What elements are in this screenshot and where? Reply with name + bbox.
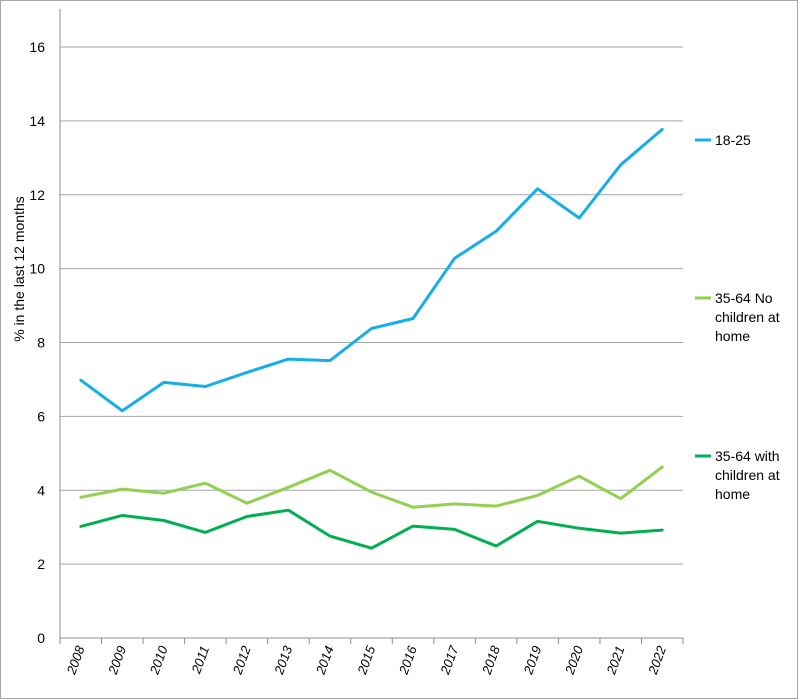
y-tick-label: 4 <box>37 482 45 498</box>
y-tick-label: 8 <box>37 335 45 351</box>
legend-label: 35-64 No <box>715 290 773 306</box>
y-axis-label: % in the last 12 months <box>11 196 27 342</box>
x-tick-label: 2014 <box>312 644 336 677</box>
x-tick-label: 2022 <box>645 643 670 677</box>
x-tick-label: 2015 <box>354 643 379 677</box>
x-tick-label: 2012 <box>229 643 254 677</box>
y-tick-label: 12 <box>29 187 45 203</box>
axes <box>59 9 684 644</box>
x-tick-labels: 2008 2009 2010 2011 2012 2013 2014 2015 2016 2017… <box>63 643 669 677</box>
x-tick-label: 2020 <box>562 643 587 677</box>
x-tick-label: 2019 <box>520 644 544 677</box>
series-line <box>79 508 664 550</box>
legend-label: children at <box>715 309 780 325</box>
x-tick-label: 2018 <box>479 643 504 677</box>
y-tick-label: 0 <box>37 630 45 646</box>
y-tick-label: 2 <box>37 556 45 572</box>
y-tick-label: 10 <box>29 261 45 277</box>
legend: 18-25 35-64 No children at home 35-64 with ch… <box>695 132 780 502</box>
y-tick-labels: 0 2 4 6 8 10 12 14 16 <box>29 39 45 646</box>
series-line <box>79 465 664 509</box>
x-tick-label: 2008 <box>63 643 88 677</box>
legend-label: children at <box>715 467 780 483</box>
x-tick-label: 2017 <box>437 643 462 677</box>
x-tick-label: 2009 <box>105 644 129 677</box>
series-lines <box>79 127 664 550</box>
x-tick-label: 2010 <box>146 643 171 677</box>
legend-label: home <box>715 486 750 502</box>
y-tick-label: 14 <box>29 113 45 129</box>
x-tick-label: 2016 <box>396 643 421 677</box>
y-tick-label: 6 <box>37 408 45 424</box>
y-tick-label: 16 <box>29 39 45 55</box>
x-tick-label: 2013 <box>271 643 296 677</box>
legend-label: home <box>715 328 750 344</box>
gridlines <box>60 46 683 565</box>
legend-label: 35-64 with <box>715 448 780 464</box>
legend-label: 18-25 <box>715 132 751 148</box>
x-tick-label: 2011 <box>188 644 212 676</box>
series-line <box>79 127 664 413</box>
x-tick-label: 2021 <box>603 644 627 677</box>
